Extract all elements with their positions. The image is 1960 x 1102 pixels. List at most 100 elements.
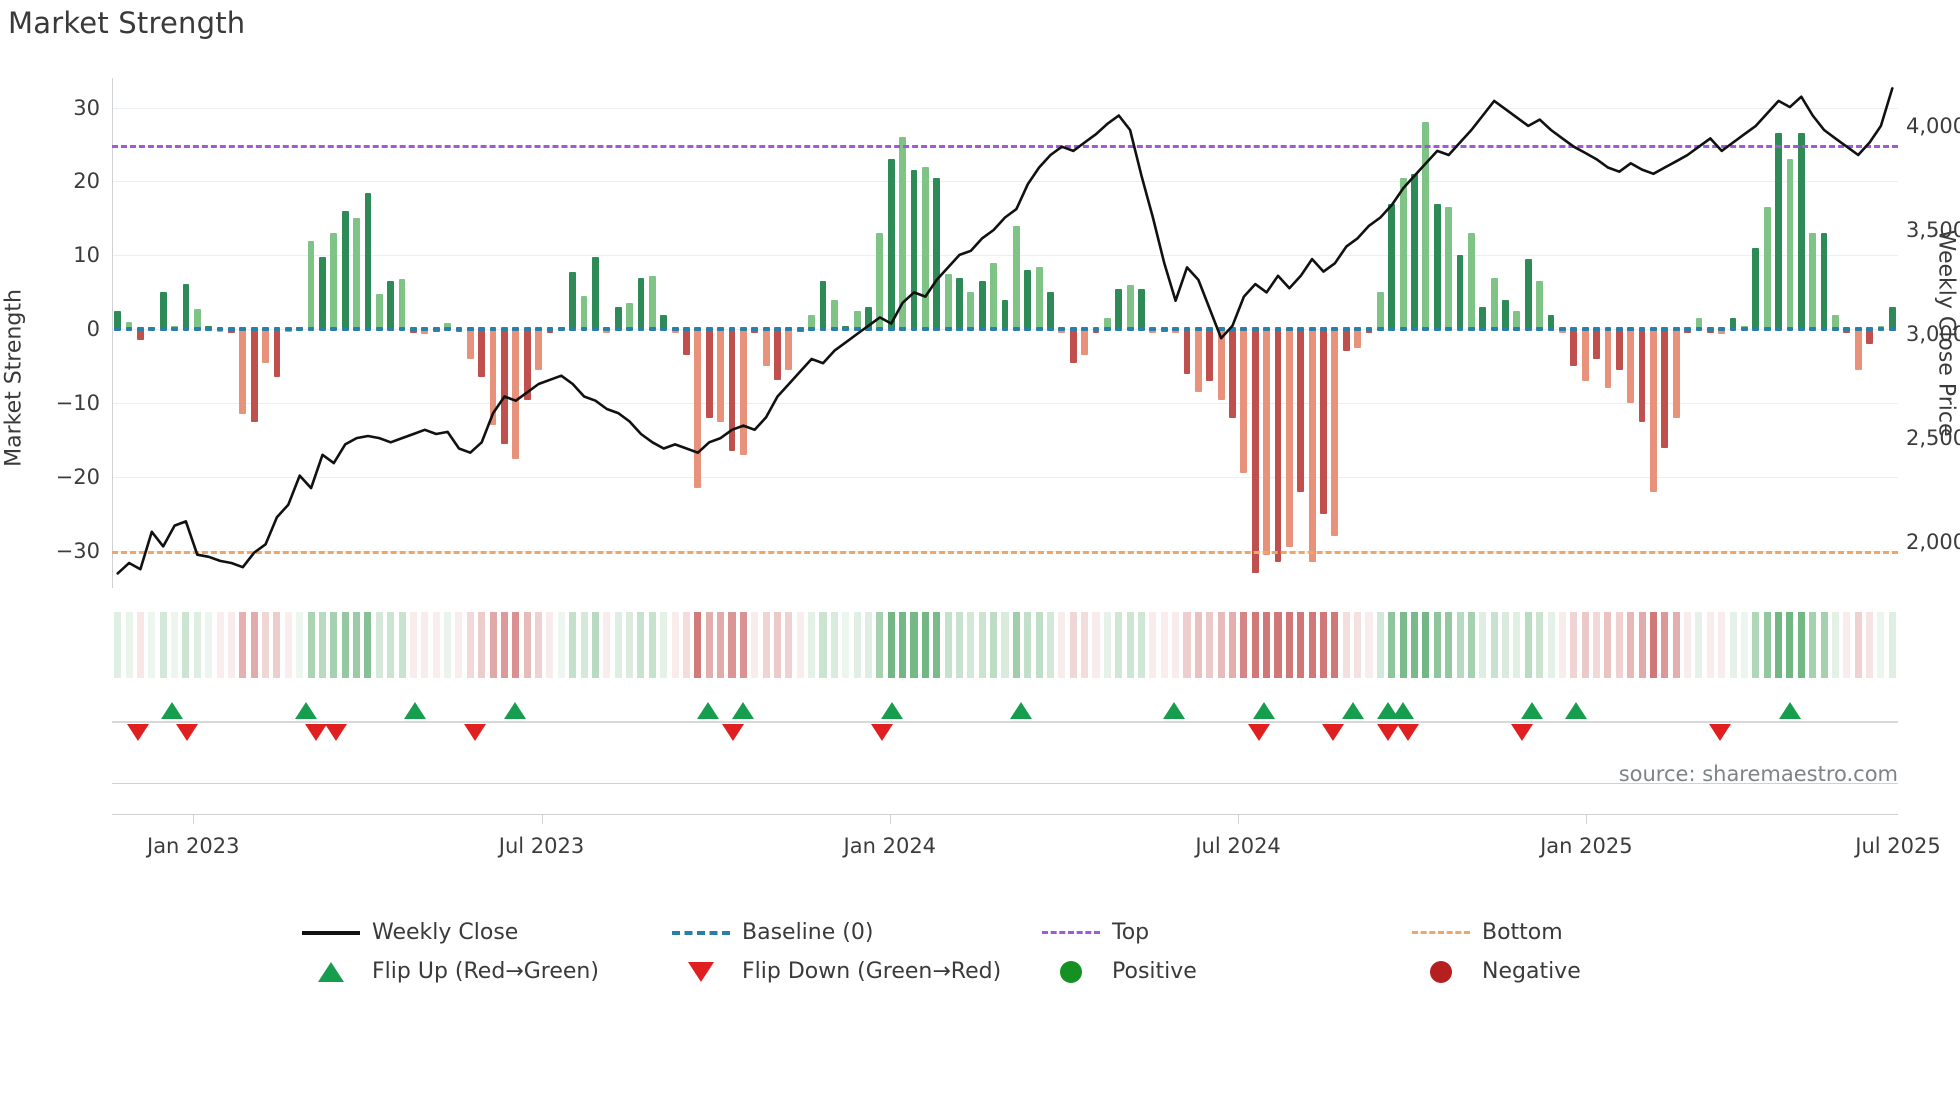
heatmap-cell [1513, 612, 1521, 678]
flip-down-marker [870, 724, 893, 741]
heatmap-cell [1319, 612, 1328, 678]
heatmap-cell [899, 612, 907, 678]
strength-bar [1433, 203, 1441, 330]
legend-item-flip-down[interactable]: Flip Down (Green→Red) [670, 959, 1040, 984]
strength-bar [1854, 329, 1862, 370]
strength-bar [523, 329, 531, 400]
flip-down-marker [305, 724, 328, 741]
y-tick-right: 4,000 [1906, 113, 1960, 138]
strength-bar [1058, 329, 1066, 333]
baseline-segment [921, 327, 929, 332]
heatmap-cell [580, 612, 588, 678]
heatmap-cell [842, 612, 850, 678]
baseline-segment [1342, 327, 1350, 332]
baseline-segment [1843, 327, 1851, 332]
strength-bar [1320, 329, 1327, 515]
strength-bar [512, 329, 520, 459]
strength-bar [1763, 207, 1771, 330]
flip-up-marker [1778, 702, 1801, 719]
page-title: Market Strength [8, 6, 246, 40]
x-tick-mark [889, 814, 891, 824]
strength-bar [887, 159, 895, 330]
strength-bar [1467, 233, 1475, 330]
y-tick-left: 0 [86, 317, 100, 342]
heatmap-cell [432, 612, 440, 678]
baseline-segment [1775, 327, 1782, 332]
heatmap-cell [1695, 612, 1703, 678]
strength-bar [1604, 329, 1612, 389]
strength-bar [1172, 329, 1180, 333]
strength-bar [1502, 299, 1509, 330]
heatmap-cell [1593, 612, 1601, 678]
baseline-segment [603, 327, 611, 332]
x-tick-label: Jan 2025 [1540, 834, 1633, 858]
baseline-segment [1706, 327, 1714, 332]
baseline-segment [717, 327, 724, 332]
baseline-segment [535, 327, 542, 332]
strength-bar [660, 314, 668, 330]
legend-item-bottom[interactable]: Bottom [1410, 920, 1660, 945]
heatmap-cell [250, 612, 258, 678]
strength-bar [262, 329, 269, 363]
heatmap-cell [512, 612, 520, 678]
strength-bar [967, 292, 975, 330]
strength-bar [182, 283, 190, 330]
heatmap-cell [739, 612, 747, 678]
x-axis: Jan 2023 Jul 2023 Jan 2024 Jul 2024 Jan 2025… [112, 814, 1941, 874]
heatmap-cell [273, 612, 281, 678]
heatmap-cell [921, 612, 929, 678]
strength-bar [1081, 329, 1089, 356]
heatmap-cell [1399, 612, 1407, 678]
strength-bar [319, 256, 326, 330]
legend-item-positive[interactable]: Positive [1040, 959, 1410, 984]
heatmap-cell [1001, 612, 1009, 678]
strength-bar [671, 329, 679, 333]
baseline-segment [853, 327, 861, 332]
legend-item-negative[interactable]: Negative [1410, 959, 1660, 984]
heatmap-cell [705, 612, 713, 678]
heatmap-cell [1581, 612, 1589, 678]
heatmap-cell [318, 612, 326, 678]
line-swatch-icon [300, 930, 362, 935]
baseline-segment [1809, 327, 1817, 332]
heatmap-cell [614, 612, 622, 678]
strength-bar [489, 329, 497, 426]
baseline-segment [683, 327, 690, 332]
strength-bar [546, 329, 554, 333]
heatmap-cell [466, 612, 474, 678]
baseline-segment [398, 327, 406, 332]
legend-label: Top [1112, 920, 1150, 945]
strength-bar [125, 321, 133, 330]
circle-marker-icon [1410, 960, 1472, 983]
strength-bar [1354, 329, 1362, 348]
baseline-segment [114, 327, 122, 332]
baseline-segment [1638, 327, 1646, 332]
strength-bar [648, 276, 656, 330]
strength-bar [159, 292, 167, 330]
legend-item-top[interactable]: Top [1040, 920, 1410, 945]
baseline-segment [148, 327, 156, 332]
heatmap-cell [523, 612, 531, 678]
baseline-segment [648, 327, 656, 332]
legend-item-flip-up[interactable]: Flip Up (Red→Green) [300, 959, 670, 984]
heatmap-cell [682, 612, 690, 678]
baseline-segment [523, 327, 531, 332]
y-tick-right: 2,000 [1906, 530, 1960, 555]
strength-bars [112, 78, 1898, 588]
y-tick-left: −30 [55, 539, 100, 564]
heatmap-cell [955, 612, 964, 678]
legend-item-baseline[interactable]: Baseline (0) [670, 920, 1040, 945]
heatmap-cell [1285, 612, 1293, 678]
flip-down-marker [1510, 724, 1533, 741]
baseline-segment [1399, 327, 1407, 332]
baseline-segment [262, 327, 269, 332]
heatmap-cell [387, 612, 395, 678]
baseline-segment [1445, 327, 1453, 332]
heatmap-cell [1035, 612, 1043, 678]
strength-heatmap-strip [112, 612, 1898, 678]
legend-item-weekly-close[interactable]: Weekly Close [300, 920, 670, 945]
baseline-segment [375, 327, 383, 332]
baseline-segment [1547, 327, 1555, 332]
baseline-segment [671, 327, 679, 332]
baseline-segment [1741, 327, 1748, 332]
